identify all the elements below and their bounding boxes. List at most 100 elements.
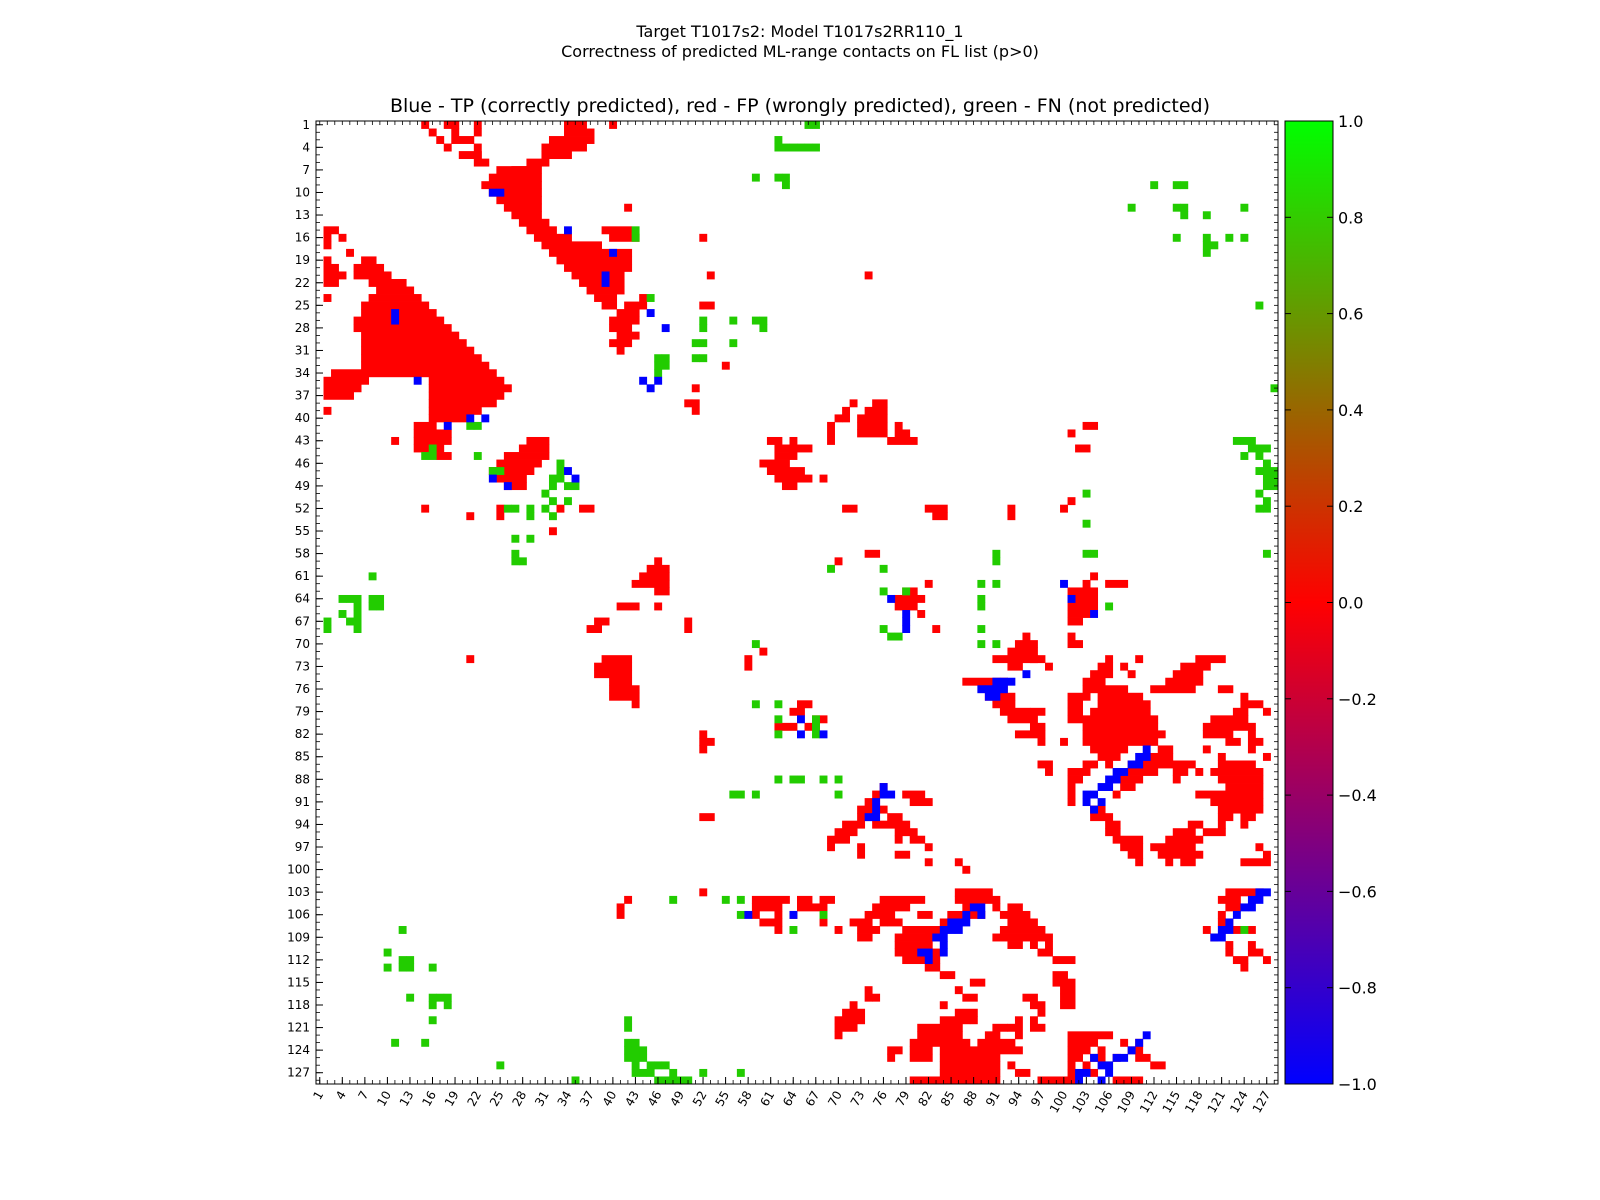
fn-cell xyxy=(353,617,362,626)
fn-cell xyxy=(368,572,377,581)
tp-cell xyxy=(872,813,881,822)
fn-cell xyxy=(1082,489,1091,498)
fp-cell xyxy=(909,1053,933,1062)
fn-cell xyxy=(789,926,798,934)
y-tick-label: 121 xyxy=(287,1021,310,1035)
fn-cell xyxy=(992,549,1001,558)
fp-cell xyxy=(609,685,640,694)
fp-cell xyxy=(654,557,663,566)
x-tick-label: 28 xyxy=(510,1089,530,1109)
fp-cell xyxy=(699,301,715,310)
fn-cell xyxy=(541,504,550,513)
fn-cell xyxy=(443,1001,452,1010)
fn-cell xyxy=(1150,181,1159,190)
y-tick-label: 100 xyxy=(287,863,310,877)
fp-cell xyxy=(631,700,640,709)
fp-cell xyxy=(774,452,798,460)
figure-title-line-2: Correctness of predicted ML-range contac… xyxy=(561,42,1039,61)
fn-cell xyxy=(1240,436,1249,445)
fn-cell xyxy=(323,617,332,626)
fp-cell xyxy=(1172,828,1196,837)
fp-cell xyxy=(548,248,633,257)
fp-cell xyxy=(909,835,926,844)
fp-cell xyxy=(1105,760,1114,769)
fn-cell xyxy=(548,497,557,506)
fn-cell xyxy=(406,993,415,1002)
fp-cell xyxy=(526,158,550,167)
fn-cell xyxy=(1180,181,1189,190)
fp-cell xyxy=(541,241,602,250)
fn-cell xyxy=(473,421,482,430)
fp-cell xyxy=(1067,692,1091,701)
fp-cell xyxy=(1082,421,1099,430)
fp-cell xyxy=(473,158,490,167)
fp-cell xyxy=(999,707,1031,716)
tp-cell xyxy=(1225,918,1234,927)
fp-cell xyxy=(1120,843,1144,852)
fp-cell xyxy=(1060,504,1068,513)
fp-cell xyxy=(1090,1068,1099,1077)
fn-cell xyxy=(376,602,385,611)
fp-cell xyxy=(924,843,933,852)
fp-cell xyxy=(1007,1061,1016,1070)
fn-cell xyxy=(819,910,828,919)
fp-cell xyxy=(1067,617,1083,626)
fn-cell xyxy=(526,504,535,513)
fp-cell xyxy=(323,384,362,393)
fn-cell xyxy=(781,143,790,152)
tp-cell xyxy=(564,226,572,235)
fp-cell xyxy=(518,218,550,227)
tp-cell xyxy=(744,910,753,919)
fn-cell xyxy=(977,625,986,633)
fp-cell xyxy=(1007,504,1016,521)
fp-cell xyxy=(624,301,648,310)
x-tick-label: 55 xyxy=(712,1089,732,1109)
fn-cell xyxy=(812,722,820,731)
fp-cell xyxy=(699,233,708,242)
fn-cell xyxy=(661,354,670,363)
fn-cell xyxy=(496,1061,505,1070)
fp-cell xyxy=(368,278,407,287)
fp-cell xyxy=(1075,640,1083,649)
fp-cell xyxy=(1180,662,1211,671)
fn-cell xyxy=(1262,497,1271,506)
fn-cell xyxy=(624,1053,633,1062)
fp-cell xyxy=(1135,655,1144,664)
fp-cell xyxy=(751,910,760,919)
plot-area xyxy=(316,121,1278,1084)
fn-cell xyxy=(774,173,783,182)
fn-cell xyxy=(1255,489,1264,498)
fp-cell xyxy=(744,655,753,671)
fn-cell xyxy=(691,339,700,348)
fp-cell xyxy=(1082,737,1159,746)
fp-cell xyxy=(1195,790,1264,799)
fn-cell xyxy=(368,594,377,603)
fp-cell xyxy=(609,339,633,348)
tp-cell xyxy=(939,926,948,934)
fp-cell xyxy=(834,557,843,566)
fp-cell xyxy=(361,301,430,310)
tp-cell xyxy=(977,910,986,919)
fp-cell xyxy=(1165,677,1204,686)
fp-cell xyxy=(894,421,903,438)
tp-cell xyxy=(1097,798,1106,807)
fn-cell xyxy=(774,136,783,144)
fn-cell xyxy=(774,700,783,709)
fp-cell xyxy=(1157,745,1174,754)
fp-cell xyxy=(646,564,670,573)
fp-cell xyxy=(1172,768,1189,776)
fp-cell xyxy=(609,677,633,686)
fn-cell xyxy=(1255,444,1264,453)
fp-cell xyxy=(827,843,835,852)
fp-cell xyxy=(443,121,460,129)
fp-cell xyxy=(684,399,693,408)
fp-cell xyxy=(1067,497,1076,506)
fp-cell xyxy=(413,429,452,438)
fp-cell xyxy=(1112,835,1144,844)
fp-cell xyxy=(564,128,595,137)
fp-cell xyxy=(564,263,633,272)
fp-cell xyxy=(842,504,858,513)
fn-cell xyxy=(774,775,783,784)
tp-cell xyxy=(962,910,971,919)
fp-cell xyxy=(1247,730,1256,754)
